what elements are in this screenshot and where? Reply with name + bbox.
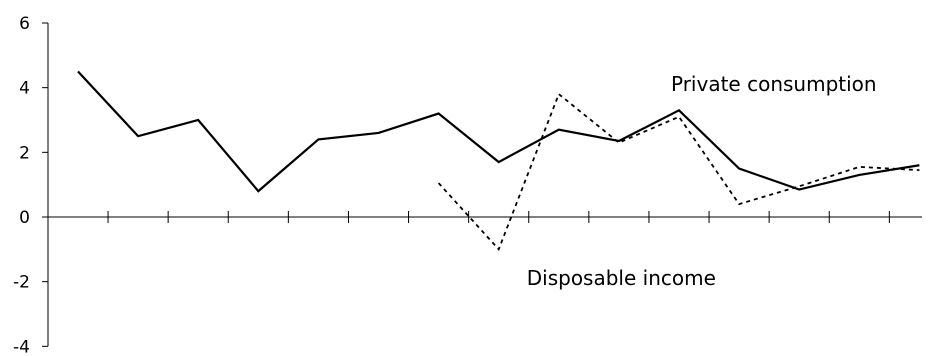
- y-tick-label: 0: [19, 208, 30, 228]
- labels: 6 4 2 0 -2 -4 Private consumption Disposable in…: [13, 14, 877, 356]
- y-tick-label: 6: [19, 14, 30, 34]
- y-tick-label: -2: [13, 273, 30, 293]
- series-line-disposable-income: [437, 92, 920, 252]
- series-annotation: Private consumption: [671, 72, 877, 96]
- y-tick-label: -4: [13, 337, 30, 356]
- y-tick-label: 4: [19, 79, 30, 99]
- y-tick-label: 2: [19, 143, 30, 163]
- ticks: [42, 22, 890, 347]
- axes: [47, 23, 922, 347]
- series-layer: [77, 70, 920, 252]
- series-annotation: Disposable income: [527, 266, 716, 290]
